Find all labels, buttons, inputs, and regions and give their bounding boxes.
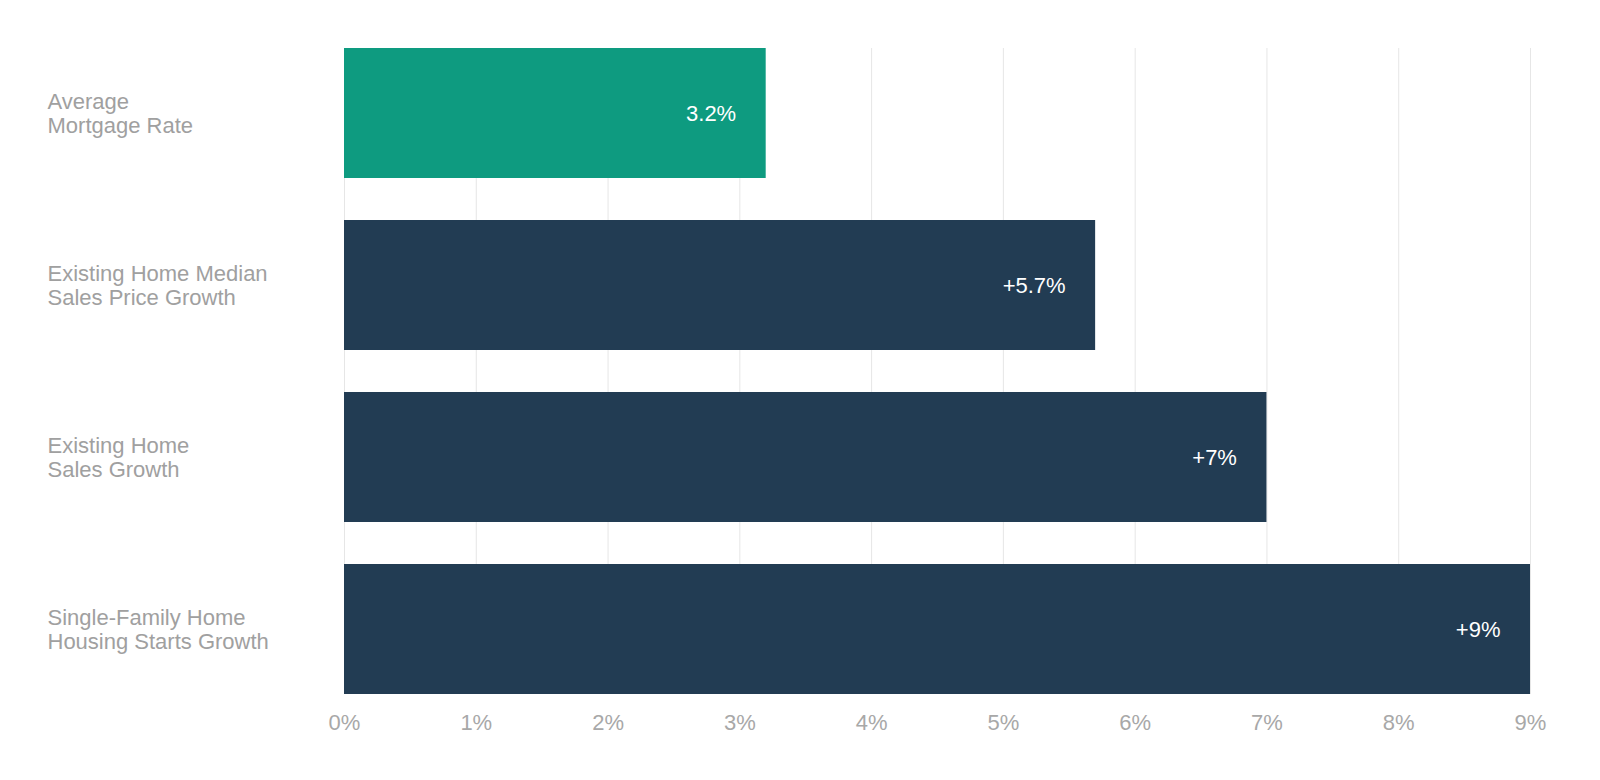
svg-text:2%: 2% [592, 710, 624, 735]
svg-text:+9%: +9% [1456, 617, 1501, 642]
svg-text:1%: 1% [460, 710, 492, 735]
svg-text:+7%: +7% [1192, 445, 1237, 470]
svg-text:9%: 9% [1515, 710, 1547, 735]
svg-text:5%: 5% [987, 710, 1019, 735]
svg-text:AverageMortgage Rate: AverageMortgage Rate [48, 89, 194, 138]
svg-text:0%: 0% [329, 710, 361, 735]
svg-text:Existing Home MedianSales Pric: Existing Home MedianSales Price Growth [48, 261, 268, 310]
svg-text:4%: 4% [856, 710, 888, 735]
svg-text:Single-Family HomeHousing Star: Single-Family HomeHousing Starts Growth [48, 605, 269, 654]
svg-text:7%: 7% [1251, 710, 1283, 735]
svg-text:3%: 3% [724, 710, 756, 735]
svg-text:Existing HomeSales Growth: Existing HomeSales Growth [48, 433, 190, 482]
svg-text:+5.7%: +5.7% [1003, 273, 1066, 298]
svg-text:8%: 8% [1383, 710, 1415, 735]
svg-text:3.2%: 3.2% [686, 101, 736, 126]
svg-text:6%: 6% [1119, 710, 1151, 735]
